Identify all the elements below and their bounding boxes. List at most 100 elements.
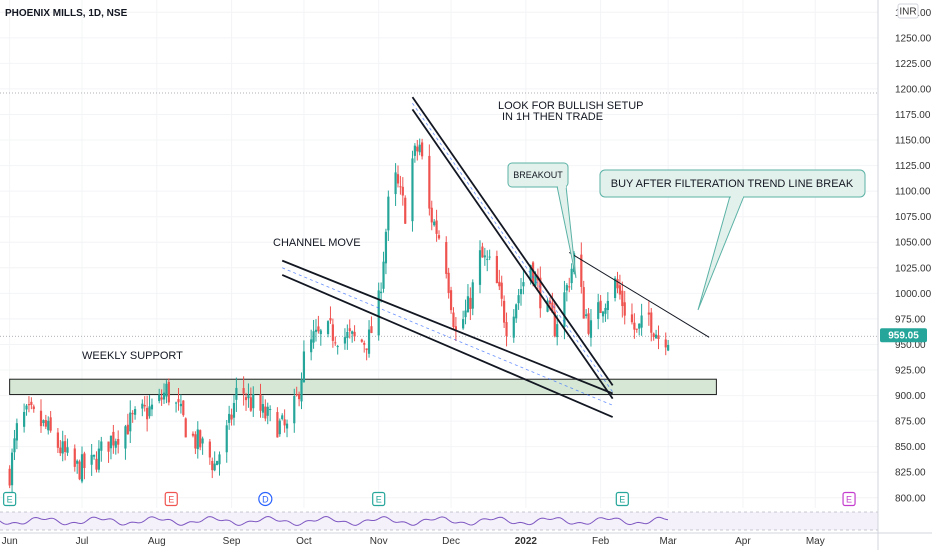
candle-body xyxy=(302,351,306,383)
candle-body xyxy=(167,381,170,403)
candle-body xyxy=(650,312,653,333)
candle-body xyxy=(331,324,334,341)
candle-body xyxy=(126,424,129,435)
candle-body xyxy=(585,314,588,316)
candle-body xyxy=(466,296,470,313)
candle-body xyxy=(249,397,252,411)
candle-body xyxy=(264,406,267,419)
candle-body xyxy=(15,423,18,441)
candle-body xyxy=(218,454,221,465)
candle-body xyxy=(654,334,658,339)
candle-body xyxy=(522,282,525,287)
candle-body xyxy=(599,300,602,314)
candle-body xyxy=(297,394,301,400)
rsi-line xyxy=(0,515,669,526)
candle-body xyxy=(184,418,187,438)
candle-body xyxy=(469,297,472,310)
candle-body xyxy=(242,388,245,394)
candle-body xyxy=(225,425,228,453)
event-marker-label: E xyxy=(7,495,13,505)
candle-body xyxy=(548,300,552,305)
candle-body xyxy=(300,380,303,402)
candle-body xyxy=(319,330,322,335)
y-tick-label: 900.00 xyxy=(895,391,926,402)
candle-body xyxy=(158,394,161,402)
candle-body xyxy=(435,220,438,234)
y-tick-label: 950.00 xyxy=(895,340,926,351)
x-tick-label: Nov xyxy=(370,536,388,547)
y-tick-label: 1150.00 xyxy=(895,136,931,147)
candle-body xyxy=(519,289,523,295)
candle-body xyxy=(312,331,315,343)
candle-body xyxy=(76,460,79,464)
candle-body xyxy=(638,323,641,329)
y-tick-label: 1200.00 xyxy=(895,84,932,95)
candle-body xyxy=(421,142,424,157)
candle-body xyxy=(244,397,248,401)
trend-lines-layer xyxy=(281,96,710,418)
y-tick-label: 800.00 xyxy=(895,493,926,504)
candle-body xyxy=(377,290,380,336)
weekly-support-label: WEEKLY SUPPORT xyxy=(82,350,183,362)
rsi-pane xyxy=(0,511,878,531)
candle-body xyxy=(380,291,383,294)
candle-body xyxy=(336,346,339,348)
candle-body xyxy=(416,146,419,152)
candle-body xyxy=(59,447,62,454)
candle-body xyxy=(387,196,390,231)
y-tick-label: 975.00 xyxy=(895,314,926,325)
candle-body xyxy=(512,316,515,338)
candle-body xyxy=(503,300,506,323)
candle-body xyxy=(208,441,211,458)
candle-body xyxy=(78,461,81,480)
candle-body xyxy=(613,278,617,298)
candle-body xyxy=(445,242,448,274)
candle-body xyxy=(396,174,400,184)
candle-body xyxy=(196,429,199,450)
candle-body xyxy=(8,468,11,486)
candle-body xyxy=(310,339,313,353)
candle-body xyxy=(452,312,455,327)
candle-body xyxy=(194,434,197,449)
candle-body xyxy=(635,328,638,330)
candle-body xyxy=(483,255,486,258)
event-marker-label: E xyxy=(846,495,852,505)
channel-upper-line xyxy=(281,259,614,395)
candle-body xyxy=(100,441,103,451)
y-tick-label: 1025.00 xyxy=(895,263,932,274)
chart-title: PHOENIX MILLS, 1D, NSE xyxy=(5,8,128,19)
candle-body xyxy=(360,339,363,342)
zone-layer xyxy=(9,378,717,396)
candle-body xyxy=(124,426,127,449)
y-tick-label: 875.00 xyxy=(895,417,926,428)
channel-midline xyxy=(412,103,613,393)
candle-body xyxy=(278,420,281,435)
candle-body xyxy=(114,441,117,448)
candle-body xyxy=(107,441,110,452)
candle-body xyxy=(25,405,28,410)
y-tick-label: 850.00 xyxy=(895,442,926,453)
trend-line-line xyxy=(568,252,710,338)
candle-body xyxy=(61,441,64,454)
candle-body xyxy=(401,186,404,196)
candle-body xyxy=(382,261,385,289)
candle-body xyxy=(505,322,508,337)
candle-body xyxy=(326,321,330,335)
candle-body xyxy=(191,433,195,436)
candle-body xyxy=(13,438,16,453)
candle-body xyxy=(601,311,605,317)
candle-body xyxy=(515,304,518,319)
candle-body xyxy=(95,458,98,470)
candle-body xyxy=(165,383,168,397)
y-tick-label: 1050.00 xyxy=(895,238,932,249)
candle-body xyxy=(32,406,35,410)
event-marker-label: D xyxy=(262,495,269,505)
candle-body xyxy=(437,235,441,239)
candle-body xyxy=(411,158,414,222)
x-tick-label: 2022 xyxy=(515,536,538,547)
candle-body xyxy=(285,423,289,429)
candle-body xyxy=(534,274,537,286)
y-tick-label: 1075.00 xyxy=(895,212,932,223)
